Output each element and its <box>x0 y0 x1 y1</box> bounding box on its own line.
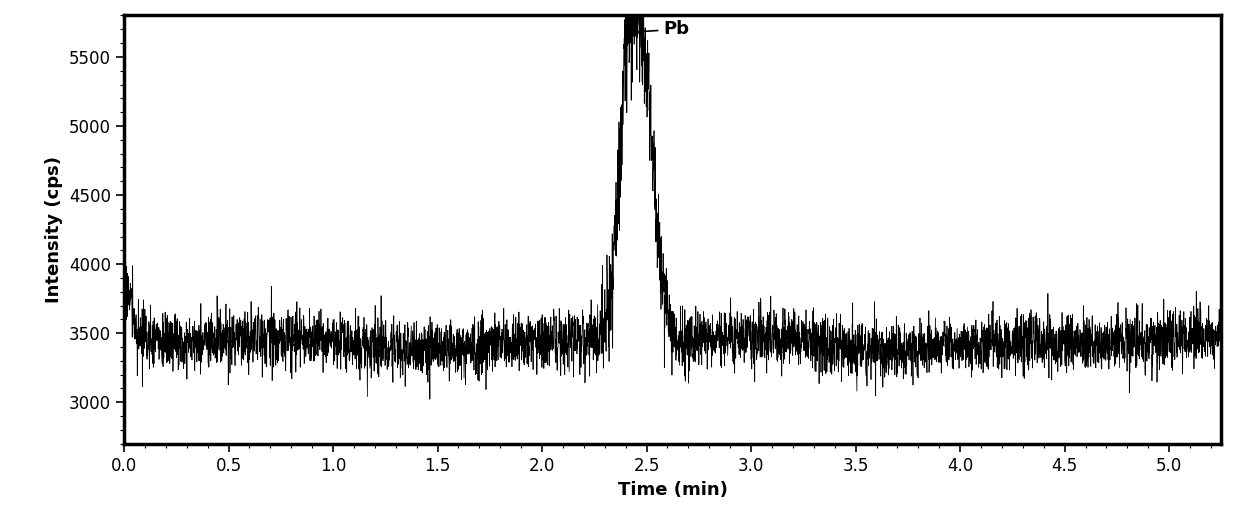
X-axis label: Time (min): Time (min) <box>618 480 728 498</box>
Text: Pb: Pb <box>637 20 689 38</box>
Y-axis label: Intensity (cps): Intensity (cps) <box>45 156 63 303</box>
